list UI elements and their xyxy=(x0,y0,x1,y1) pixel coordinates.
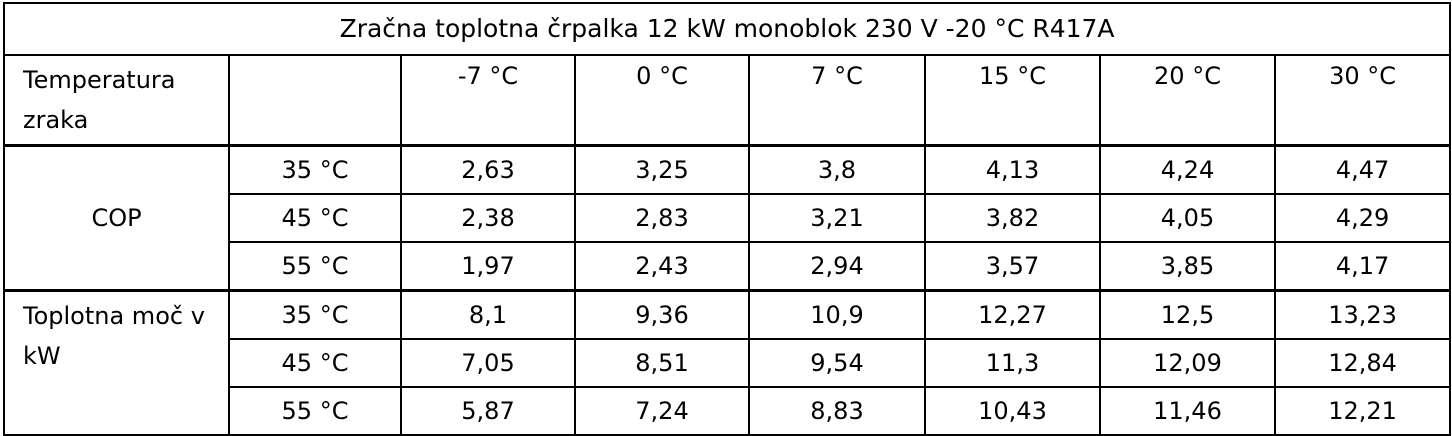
value-cell: 12,09 xyxy=(1099,338,1276,388)
value-cell: 4,13 xyxy=(924,144,1101,195)
value-cell: 4,17 xyxy=(1273,241,1452,292)
value-cell: 9,36 xyxy=(574,289,750,340)
table-row: 55 °C 5,87 7,24 8,83 10,43 11,46 12,21 xyxy=(4,386,1452,436)
value-cell: 9,54 xyxy=(748,338,926,388)
value-cell: 8,51 xyxy=(574,338,750,388)
value-cell: 4,29 xyxy=(1273,193,1452,243)
column-header: -7 °C xyxy=(400,54,576,147)
value-cell: 12,21 xyxy=(1273,386,1452,436)
column-header: 20 °C xyxy=(1099,54,1276,147)
table-row: 45 °C 2,38 2,83 3,21 3,82 4,05 4,29 xyxy=(4,193,1452,243)
value-cell: 10,43 xyxy=(924,386,1101,436)
value-cell: 4,47 xyxy=(1273,144,1452,195)
value-cell: 13,23 xyxy=(1273,289,1452,340)
value-cell: 11,3 xyxy=(924,338,1101,388)
value-cell: 7,24 xyxy=(574,386,750,436)
table-row: 55 °C 1,97 2,43 2,94 3,57 3,85 4,17 xyxy=(4,241,1452,292)
value-cell: 12,84 xyxy=(1273,338,1452,388)
value-cell: 5,87 xyxy=(400,386,576,436)
water-temp-cell: 55 °C xyxy=(228,386,402,436)
column-header: 0 °C xyxy=(574,54,750,147)
value-cell: 11,46 xyxy=(1099,386,1276,436)
table-row: Toplotna moč v kW 35 °C 8,1 9,36 10,9 12… xyxy=(3,289,1452,436)
water-temp-cell: 45 °C xyxy=(228,193,402,243)
table-row: COP 35 °C 2,63 3,25 3,8 4,13 4,24 4,47 xyxy=(3,144,1452,292)
value-cell: 7,05 xyxy=(400,338,576,388)
value-cell: 2,43 xyxy=(574,241,750,292)
value-cell: 4,24 xyxy=(1099,144,1276,195)
column-header: 7 °C xyxy=(748,54,926,147)
value-cell: 3,21 xyxy=(748,193,926,243)
water-temp-cell: 35 °C xyxy=(228,144,402,195)
value-cell: 2,38 xyxy=(400,193,576,243)
value-cell: 4,05 xyxy=(1099,193,1276,243)
group-label-heat-output: Toplotna moč v kW xyxy=(3,289,230,436)
water-temp-cell: 45 °C xyxy=(228,338,402,388)
value-cell: 3,25 xyxy=(574,144,750,195)
value-cell: 12,27 xyxy=(924,289,1101,340)
column-header: 15 °C xyxy=(924,54,1101,147)
header-row: Temperatura zraka -7 °C 0 °C 7 °C 15 °C … xyxy=(3,54,1452,147)
value-cell: 2,94 xyxy=(748,241,926,292)
value-cell: 8,1 xyxy=(400,289,576,340)
value-cell: 2,83 xyxy=(574,193,750,243)
value-cell: 10,9 xyxy=(748,289,926,340)
header-row-label: Temperatura zraka xyxy=(3,54,230,147)
column-header: 30 °C xyxy=(1273,54,1452,147)
value-cell: 3,57 xyxy=(924,241,1101,292)
table-row: 45 °C 7,05 8,51 9,54 11,3 12,09 12,84 xyxy=(4,338,1452,388)
water-temp-cell: 35 °C xyxy=(228,289,402,340)
value-cell: 1,97 xyxy=(400,241,576,292)
value-cell: 2,63 xyxy=(400,144,576,195)
group-label-cop: COP xyxy=(3,144,230,292)
header-sub-label xyxy=(228,54,402,147)
value-cell: 3,82 xyxy=(924,193,1101,243)
water-temp-cell: 55 °C xyxy=(228,241,402,292)
value-cell: 12,5 xyxy=(1099,289,1276,340)
value-cell: 8,83 xyxy=(748,386,926,436)
table-title: Zračna toplotna črpalka 12 kW monoblok 2… xyxy=(2,2,1452,56)
value-cell: 3,8 xyxy=(748,144,926,195)
value-cell: 3,85 xyxy=(1099,241,1276,292)
